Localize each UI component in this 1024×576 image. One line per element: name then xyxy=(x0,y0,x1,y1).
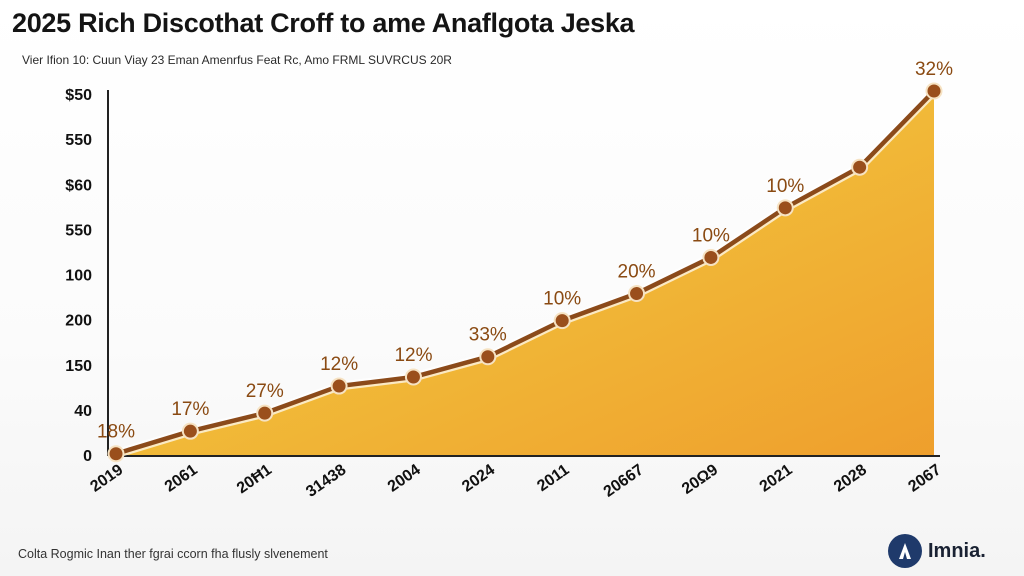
data-label: 12% xyxy=(320,354,358,375)
data-point xyxy=(776,199,794,217)
data-label: 17% xyxy=(171,399,209,420)
x-tick-label: 20Ω9 xyxy=(679,461,721,498)
data-point xyxy=(181,422,199,440)
chart-title: 2025 Rich Discothat Croff to ame Anaflgo… xyxy=(12,8,635,38)
data-point xyxy=(479,348,497,366)
brand-logo-icon xyxy=(888,534,922,568)
brand-name: Imnia. xyxy=(928,539,986,562)
data-label: 32% xyxy=(915,59,953,80)
x-tick-label: 31438 xyxy=(303,461,349,501)
y-tick-label: 550 xyxy=(65,132,92,149)
y-tick-label: 150 xyxy=(65,358,92,375)
y-tick-label: 100 xyxy=(65,268,92,285)
y-tick-label: 550 xyxy=(65,222,92,239)
data-point xyxy=(925,82,943,100)
data-point xyxy=(404,368,422,386)
data-label: 33% xyxy=(469,325,507,346)
x-tick-label: 2021 xyxy=(757,461,796,495)
chart-subtitle: Vier Ifion 10: Cuun Viay 23 Eman Amenrfu… xyxy=(22,53,452,67)
x-tick-label: 20Ħ1 xyxy=(234,461,275,497)
data-label: 27% xyxy=(246,381,284,402)
data-label: 12% xyxy=(394,345,432,366)
x-tick-label: 2019 xyxy=(87,461,126,495)
x-tick-label: 2067 xyxy=(905,461,944,495)
y-tick-label: 0 xyxy=(83,448,92,465)
data-label: 10% xyxy=(692,225,730,246)
y-tick-label: 200 xyxy=(65,313,92,330)
x-tick-label: 2061 xyxy=(162,461,201,495)
data-label: 10% xyxy=(543,289,581,310)
data-point xyxy=(107,445,125,463)
chart-area: 18% 17% 27% 12% 12% 33% 10% 20% 10% 10% 32% 0 40 150… xyxy=(65,59,953,501)
y-tick-label: $50 xyxy=(65,87,92,104)
series-line xyxy=(115,89,936,456)
x-tick-label: 20667 xyxy=(601,461,647,501)
data-label: 20% xyxy=(618,262,656,283)
area-fill xyxy=(116,91,934,456)
data-label: 18% xyxy=(97,422,135,443)
y-tick-label: 40 xyxy=(74,403,92,420)
data-point xyxy=(256,404,274,422)
data-label: 10% xyxy=(766,176,804,197)
x-tick-label: 2028 xyxy=(831,461,870,495)
data-point xyxy=(553,312,571,330)
footer-note: Colta Rogmic Inan ther fgrai ccorn fha f… xyxy=(18,547,328,561)
data-point xyxy=(330,377,348,395)
x-tick-label: 2004 xyxy=(385,461,424,495)
brand: Imnia. xyxy=(888,534,986,568)
x-tick-label: 2011 xyxy=(534,461,572,495)
data-point xyxy=(628,285,646,303)
y-tick-label: $60 xyxy=(65,177,92,194)
data-point xyxy=(702,248,720,266)
data-point xyxy=(851,158,869,176)
x-tick-label: 2024 xyxy=(459,461,498,495)
